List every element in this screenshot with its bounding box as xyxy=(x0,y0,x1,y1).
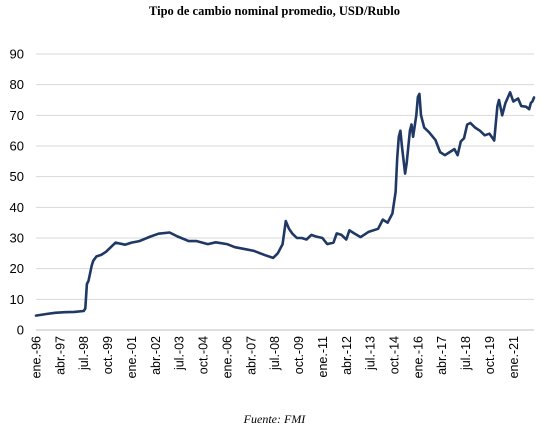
x-axis-tick-labels: ene.-96 abr.-97 jul.-98 oct.-99 ene.-01 abr.-… xyxy=(30,336,521,378)
y-tick-label: 60 xyxy=(10,139,24,154)
x-tick-label: jul.-98 xyxy=(77,336,91,371)
gridlines xyxy=(36,53,534,300)
y-tick-label: 50 xyxy=(10,169,24,184)
x-tick-label: abr.-02 xyxy=(149,336,163,375)
series-line xyxy=(34,91,536,317)
y-tick-label: 30 xyxy=(10,231,24,246)
x-tick-label: jul.-08 xyxy=(268,336,282,371)
source-note: Fuente: FMI xyxy=(243,412,306,426)
x-tick-label: jul.-13 xyxy=(364,336,378,371)
y-tick-label: 80 xyxy=(10,77,24,92)
y-tick-label: 40 xyxy=(10,200,24,215)
x-tick-label: ene.-11 xyxy=(316,336,330,378)
x-tick-label: oct.-09 xyxy=(292,336,306,374)
x-tick-label: abr.-17 xyxy=(435,336,449,375)
y-tick-label: 90 xyxy=(10,47,24,62)
x-tick-label: ene.-16 xyxy=(411,336,425,378)
x-tick-label: oct.-99 xyxy=(101,336,115,374)
chart-title: Tipo de cambio nominal promedio, USD/Rub… xyxy=(149,4,400,18)
x-tick-label: oct.-19 xyxy=(483,336,497,374)
x-tick-label: abr.-07 xyxy=(244,336,258,375)
x-tick-label: ene.-21 xyxy=(507,336,521,378)
x-tick-label: abr.-12 xyxy=(340,336,354,375)
x-tick-label: ene.-01 xyxy=(125,336,139,378)
y-tick-label: 10 xyxy=(10,292,24,307)
series-layer xyxy=(34,91,536,317)
x-tick-label: oct.-04 xyxy=(197,336,211,374)
x-tick-label: jul.-18 xyxy=(459,336,473,371)
y-axis-tick-labels: 0 10 20 30 40 50 60 70 80 90 xyxy=(10,47,24,338)
x-tick-label: jul.-03 xyxy=(173,336,187,371)
x-tick-label: ene.-96 xyxy=(30,336,44,378)
y-tick-label: 20 xyxy=(10,261,24,276)
x-tick-label: ene.-06 xyxy=(220,336,234,378)
y-tick-label: 70 xyxy=(10,108,24,123)
x-tick-label: oct.-14 xyxy=(387,336,401,374)
x-tick-label: abr.-97 xyxy=(53,336,67,375)
y-tick-label: 0 xyxy=(17,323,24,338)
